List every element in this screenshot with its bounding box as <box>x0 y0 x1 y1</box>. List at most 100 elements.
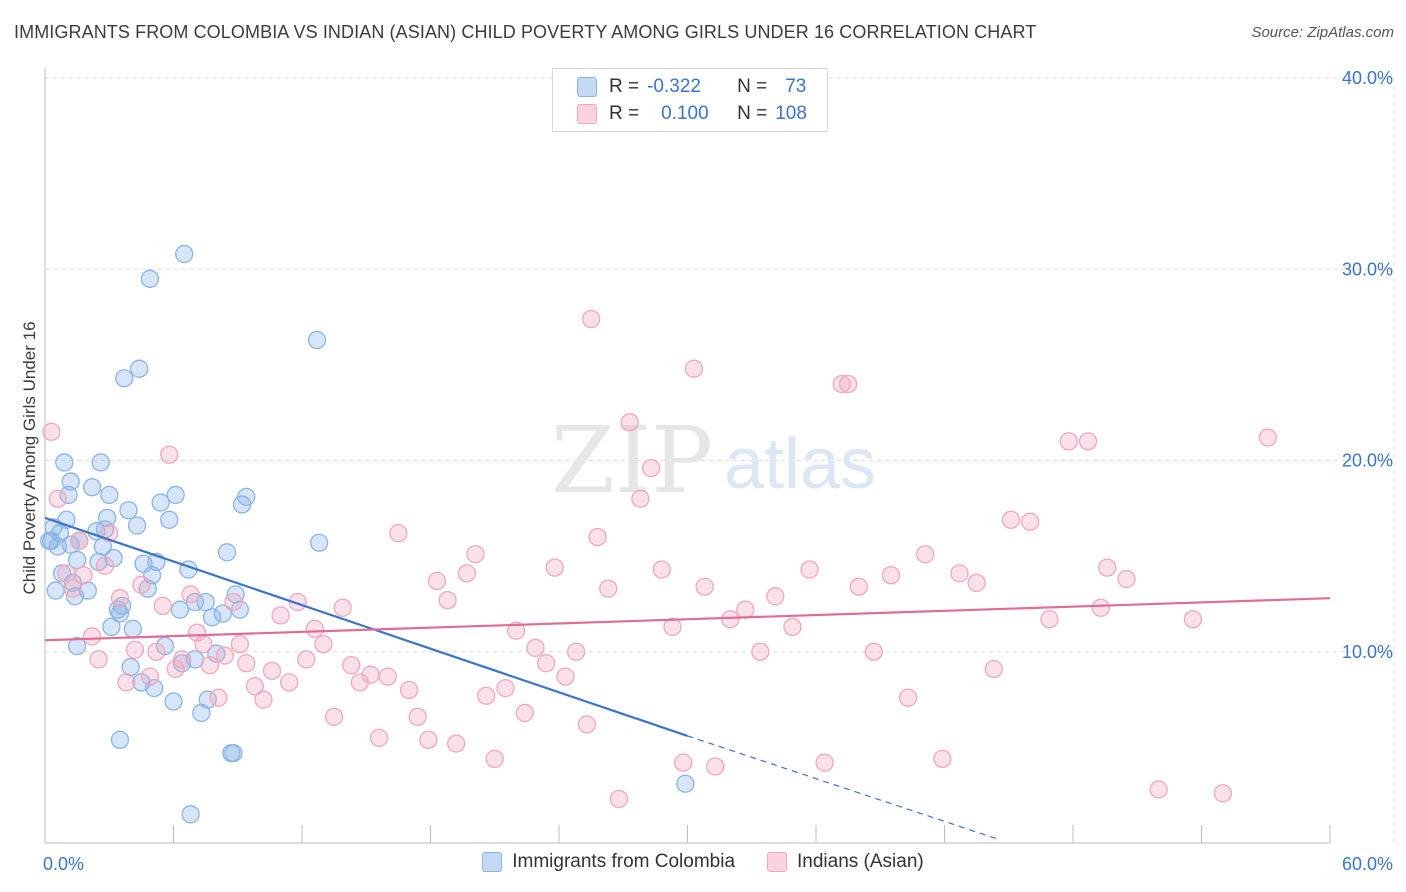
legend-n-value-colombia: 73 <box>785 76 807 97</box>
colombia-point <box>140 269 160 288</box>
indian-point <box>419 730 438 749</box>
indian-point <box>224 592 243 612</box>
indian-point <box>140 667 160 686</box>
indian-point <box>706 757 725 776</box>
indian-point <box>721 610 740 629</box>
indian-point <box>324 707 344 726</box>
indian-point <box>545 558 564 577</box>
indian-point <box>42 422 61 441</box>
series-legend: Immigrants from Colombia Indians (Asian) <box>0 851 1406 873</box>
indian-point <box>916 545 935 564</box>
colombia-point <box>67 636 87 656</box>
colombia-point <box>61 472 80 491</box>
indian-point <box>556 667 575 686</box>
series-colombia-points <box>40 244 695 824</box>
legend-row-colombia: R = -0.322 N = 73 <box>577 74 806 100</box>
indian-point <box>160 445 179 464</box>
colombia-point <box>676 774 695 793</box>
indian-point <box>864 642 883 661</box>
indian-point <box>515 703 534 723</box>
indian-point <box>172 650 192 669</box>
indian-point <box>1059 432 1078 451</box>
y-tick-label: 40.0% <box>1342 68 1393 88</box>
indian-point <box>297 650 316 669</box>
trend-lines <box>44 516 1331 840</box>
series-indian-points <box>42 309 1278 809</box>
trend-line-colombia-extension <box>687 735 999 840</box>
indian-point <box>187 623 207 642</box>
indian-point <box>507 621 526 640</box>
indian-point <box>271 606 290 625</box>
indian-point <box>766 587 785 606</box>
chart-title: IMMIGRANTS FROM COLOMBIA VS INDIAN (ASIA… <box>14 22 1037 42</box>
indian-point <box>279 673 299 692</box>
indian-point <box>63 579 82 598</box>
indian-point <box>181 585 200 604</box>
indian-point <box>1213 784 1233 803</box>
indian-point <box>881 566 901 585</box>
indian-point <box>588 527 607 547</box>
colombia-point <box>175 244 194 264</box>
indian-point <box>849 577 868 596</box>
colombia-point <box>59 485 78 505</box>
indian-point <box>262 661 282 681</box>
indian-point <box>399 680 419 700</box>
indian-point <box>496 678 515 698</box>
indian-point <box>369 728 389 747</box>
indian-point <box>89 650 108 669</box>
indian-point <box>800 560 819 579</box>
indian-point <box>641 458 661 478</box>
colombia-point <box>46 581 65 600</box>
indian-point <box>566 642 586 661</box>
trend-line-indian <box>44 597 1331 642</box>
indian-point <box>838 374 858 394</box>
x-tick-label-max: 60.0% <box>1342 854 1393 874</box>
colombia-point <box>130 359 149 378</box>
trend-line-colombia <box>44 516 688 737</box>
colombia-point <box>121 657 140 677</box>
indian-point <box>314 634 333 654</box>
legend-r-value-colombia: -0.322 <box>647 76 701 97</box>
indian-point <box>815 753 834 772</box>
colombia-point <box>166 485 185 505</box>
indian-point <box>684 359 704 378</box>
colombia-point <box>307 330 327 350</box>
indian-point <box>447 734 466 753</box>
colombia-point <box>102 617 121 637</box>
indian-point <box>230 634 250 654</box>
colombia-point <box>40 531 59 550</box>
indian-point <box>577 715 596 734</box>
indian-point <box>1098 558 1117 577</box>
indian-point <box>166 659 185 679</box>
correlation-legend: R = -0.322 N = 73 R = 0.100 N = 108 <box>552 68 828 132</box>
indian-point <box>537 654 556 673</box>
indian-point <box>215 646 235 665</box>
legend-label-colombia: Immigrants from Colombia <box>512 851 736 872</box>
indian-point <box>147 642 166 661</box>
indian-point <box>898 688 918 707</box>
legend-swatch-indian <box>577 104 597 124</box>
indian-point <box>457 564 477 583</box>
colombia-point <box>202 608 222 627</box>
indian-point <box>950 564 969 583</box>
indian-point <box>1183 610 1203 629</box>
indian-point <box>736 600 755 619</box>
colombia-point <box>309 533 329 552</box>
colombia-point <box>181 805 200 824</box>
indian-point <box>1021 512 1040 531</box>
indian-point <box>466 545 485 564</box>
colombia-point <box>115 369 134 388</box>
y-tick-label: 30.0% <box>1342 259 1393 279</box>
indian-point <box>652 560 671 579</box>
legend-swatch-indian <box>767 852 788 872</box>
colombia-point <box>110 730 130 749</box>
indian-point <box>984 659 1003 679</box>
legend-r-label: R = <box>609 76 640 97</box>
indian-point <box>609 789 629 809</box>
colombia-point <box>55 453 74 472</box>
indian-point <box>933 749 952 768</box>
x-tick-label-min: 0.0% <box>43 854 84 874</box>
colombia-point <box>123 619 142 638</box>
indian-point <box>125 640 145 659</box>
indian-point <box>1149 780 1168 799</box>
